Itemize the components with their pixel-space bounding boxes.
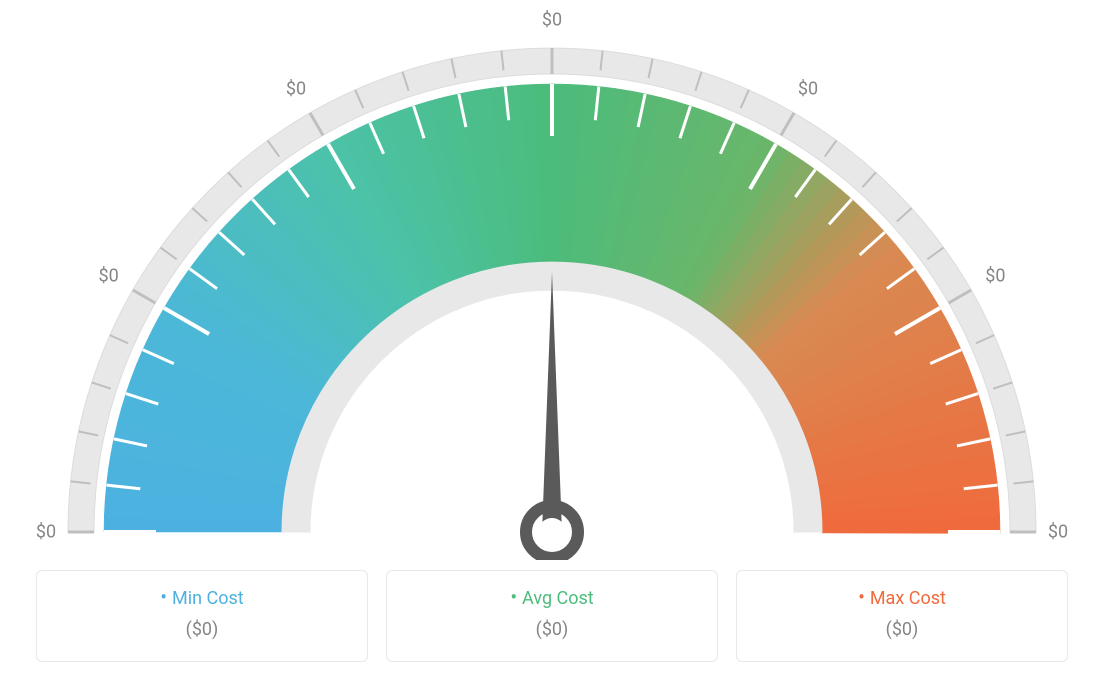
gauge-area: $0 $0 $0 $0 $0 $0 $0	[0, 0, 1104, 560]
cost-gauge-chart: $0 $0 $0 $0 $0 $0 $0 Min Cost ($0) Avg Cost ($…	[0, 0, 1104, 690]
legend-min-value: ($0)	[47, 619, 357, 640]
scale-label: $0	[985, 266, 1005, 287]
legend-card-avg: Avg Cost ($0)	[386, 570, 718, 662]
scale-label: $0	[286, 78, 306, 99]
legend-card-min: Min Cost ($0)	[36, 570, 368, 662]
legend-min-label: Min Cost	[47, 585, 357, 609]
scale-label: $0	[542, 10, 562, 31]
legend-avg-value: ($0)	[397, 619, 707, 640]
legend-row: Min Cost ($0) Avg Cost ($0) Max Cost ($0…	[36, 570, 1068, 662]
legend-avg-label: Avg Cost	[397, 585, 707, 609]
scale-label: $0	[36, 522, 56, 543]
legend-max-value: ($0)	[747, 619, 1057, 640]
needle	[526, 272, 578, 558]
gauge-svg	[0, 0, 1104, 560]
scale-label: $0	[798, 78, 818, 99]
scale-label: $0	[1048, 522, 1068, 543]
scale-label: $0	[98, 266, 118, 287]
legend-card-max: Max Cost ($0)	[736, 570, 1068, 662]
legend-max-label: Max Cost	[747, 585, 1057, 609]
